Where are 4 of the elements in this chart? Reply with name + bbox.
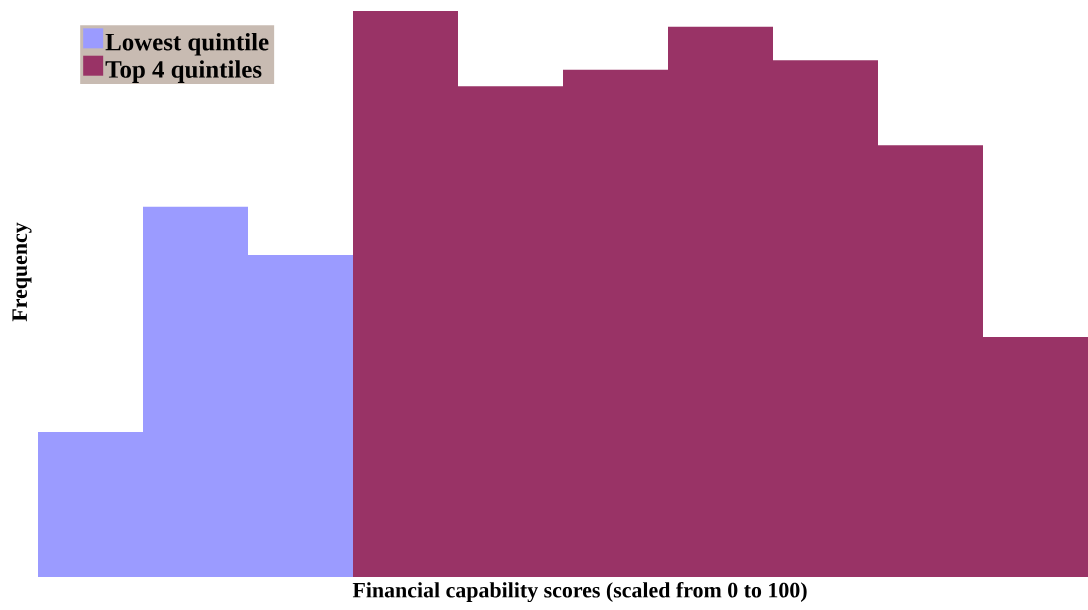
x-axis-title: Financial capability scores (scaled from 0 to 100): [352, 581, 807, 603]
legend-label: Top 4 quintiles: [105, 60, 262, 83]
legend-label: Lowest quintile: [105, 32, 269, 56]
y-axis-title: Frequency: [12, 222, 32, 322]
